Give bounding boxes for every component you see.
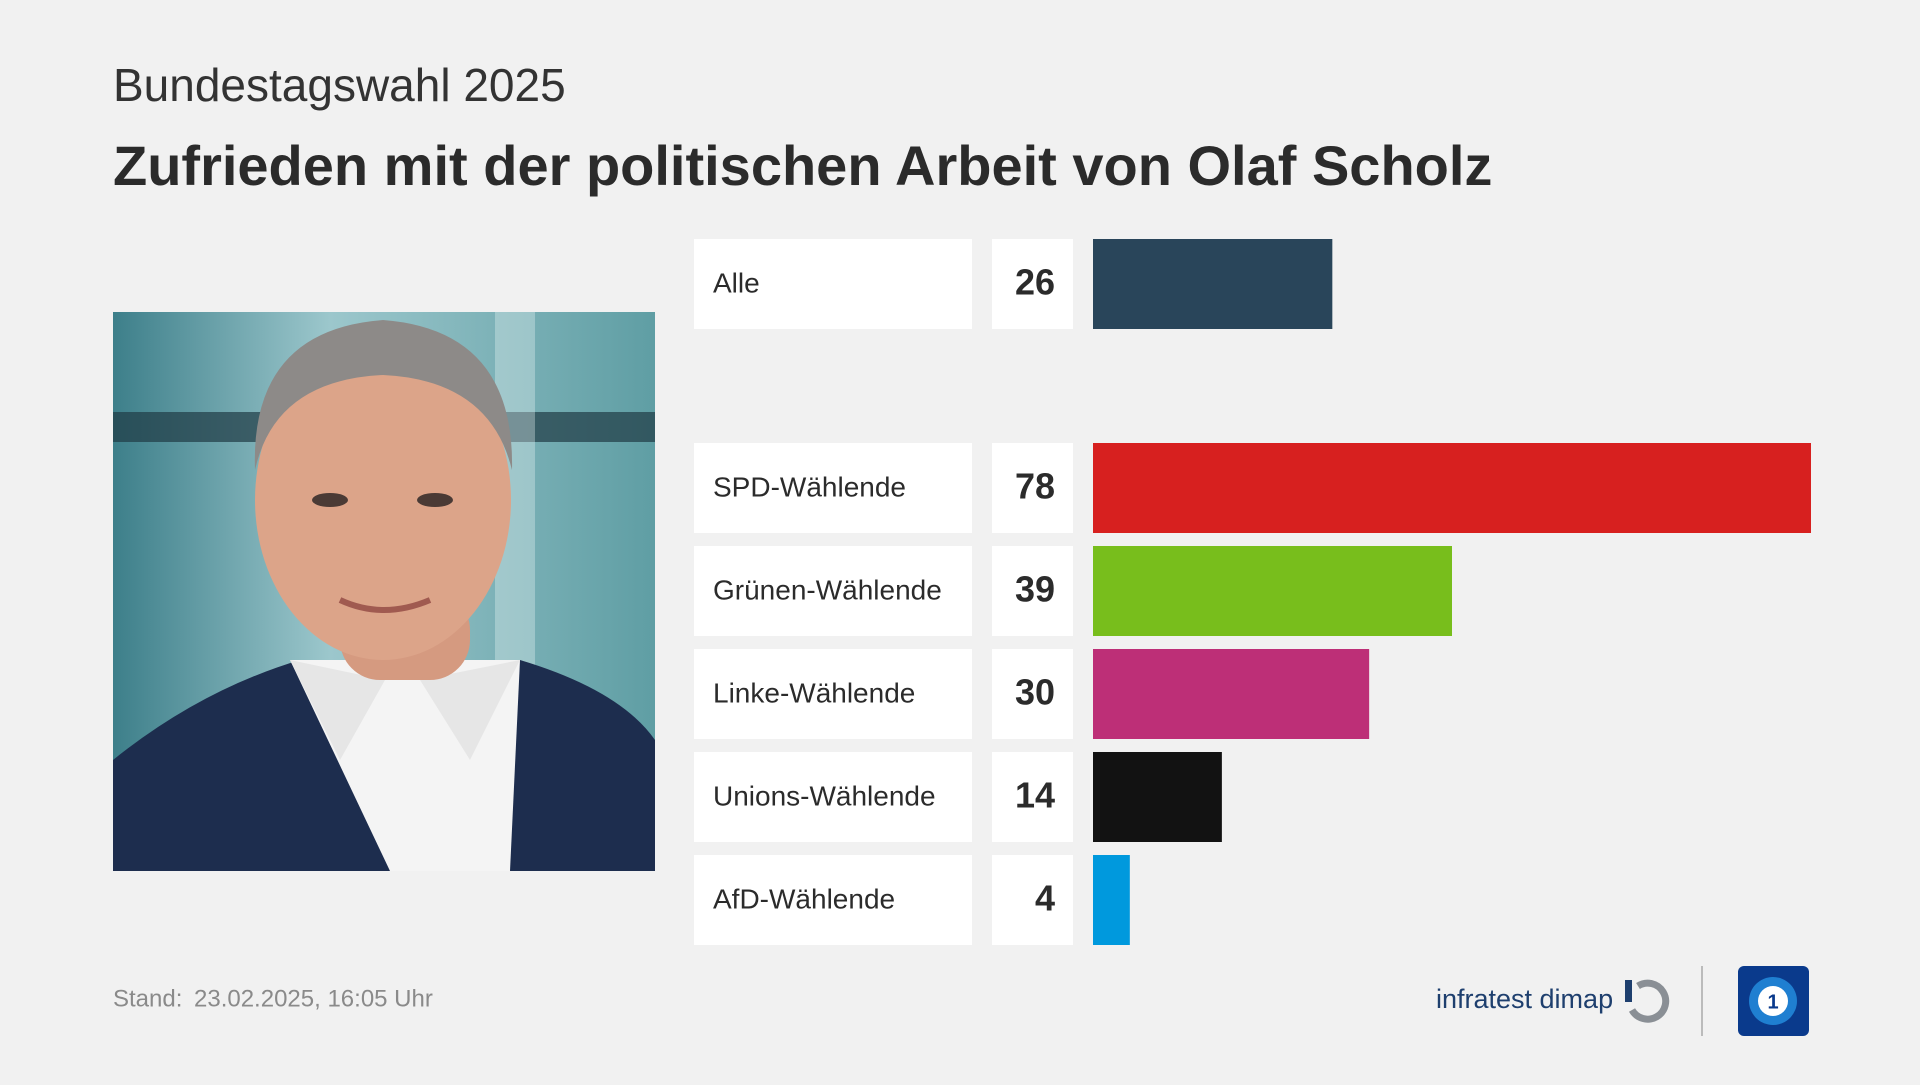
category-label: AfD-Wählende: [713, 883, 895, 914]
bar: [1093, 649, 1370, 739]
bar: [1093, 239, 1333, 329]
category-label: Alle: [713, 267, 760, 298]
value-label: 39: [1015, 569, 1055, 610]
category-label: SPD-Wählende: [713, 471, 906, 502]
stand-date: 23.02.2025, 16:05 Uhr: [194, 985, 433, 1012]
portrait: [113, 312, 655, 871]
label-box: [694, 752, 972, 842]
label-box: [694, 443, 972, 533]
bar: [1093, 443, 1811, 533]
value-label: 14: [1015, 775, 1055, 816]
value-label: 26: [1015, 262, 1055, 303]
value-box: [992, 855, 1073, 945]
value-box: [992, 443, 1073, 533]
value-label: 78: [1015, 466, 1055, 507]
value-box: [992, 649, 1073, 739]
bar: [1093, 546, 1452, 636]
svg-text:1: 1: [1767, 991, 1778, 1013]
label-box: [694, 649, 972, 739]
bar: [1093, 752, 1222, 842]
source-logo: infratest dimap: [1436, 984, 1613, 1014]
stand-label: Stand:: [113, 985, 182, 1012]
category-label: Unions-Wählende: [713, 780, 936, 811]
category-label: Grünen-Wählende: [713, 574, 942, 605]
label-box: [694, 855, 972, 945]
ard-logo: 1: [1738, 966, 1809, 1036]
value-label: 30: [1015, 672, 1055, 713]
bar: [1093, 855, 1130, 945]
value-label: 4: [1035, 878, 1055, 919]
chart-title: Zufrieden mit der politischen Arbeit von…: [113, 134, 1492, 197]
label-box: [694, 546, 972, 636]
label-box: [694, 239, 972, 329]
value-box: [992, 546, 1073, 636]
value-box: [992, 752, 1073, 842]
value-box: [992, 239, 1073, 329]
chart-subtitle: Bundestagswahl 2025: [113, 59, 566, 111]
source-icon: [1625, 979, 1670, 1023]
category-label: Linke-Wählende: [713, 677, 915, 708]
